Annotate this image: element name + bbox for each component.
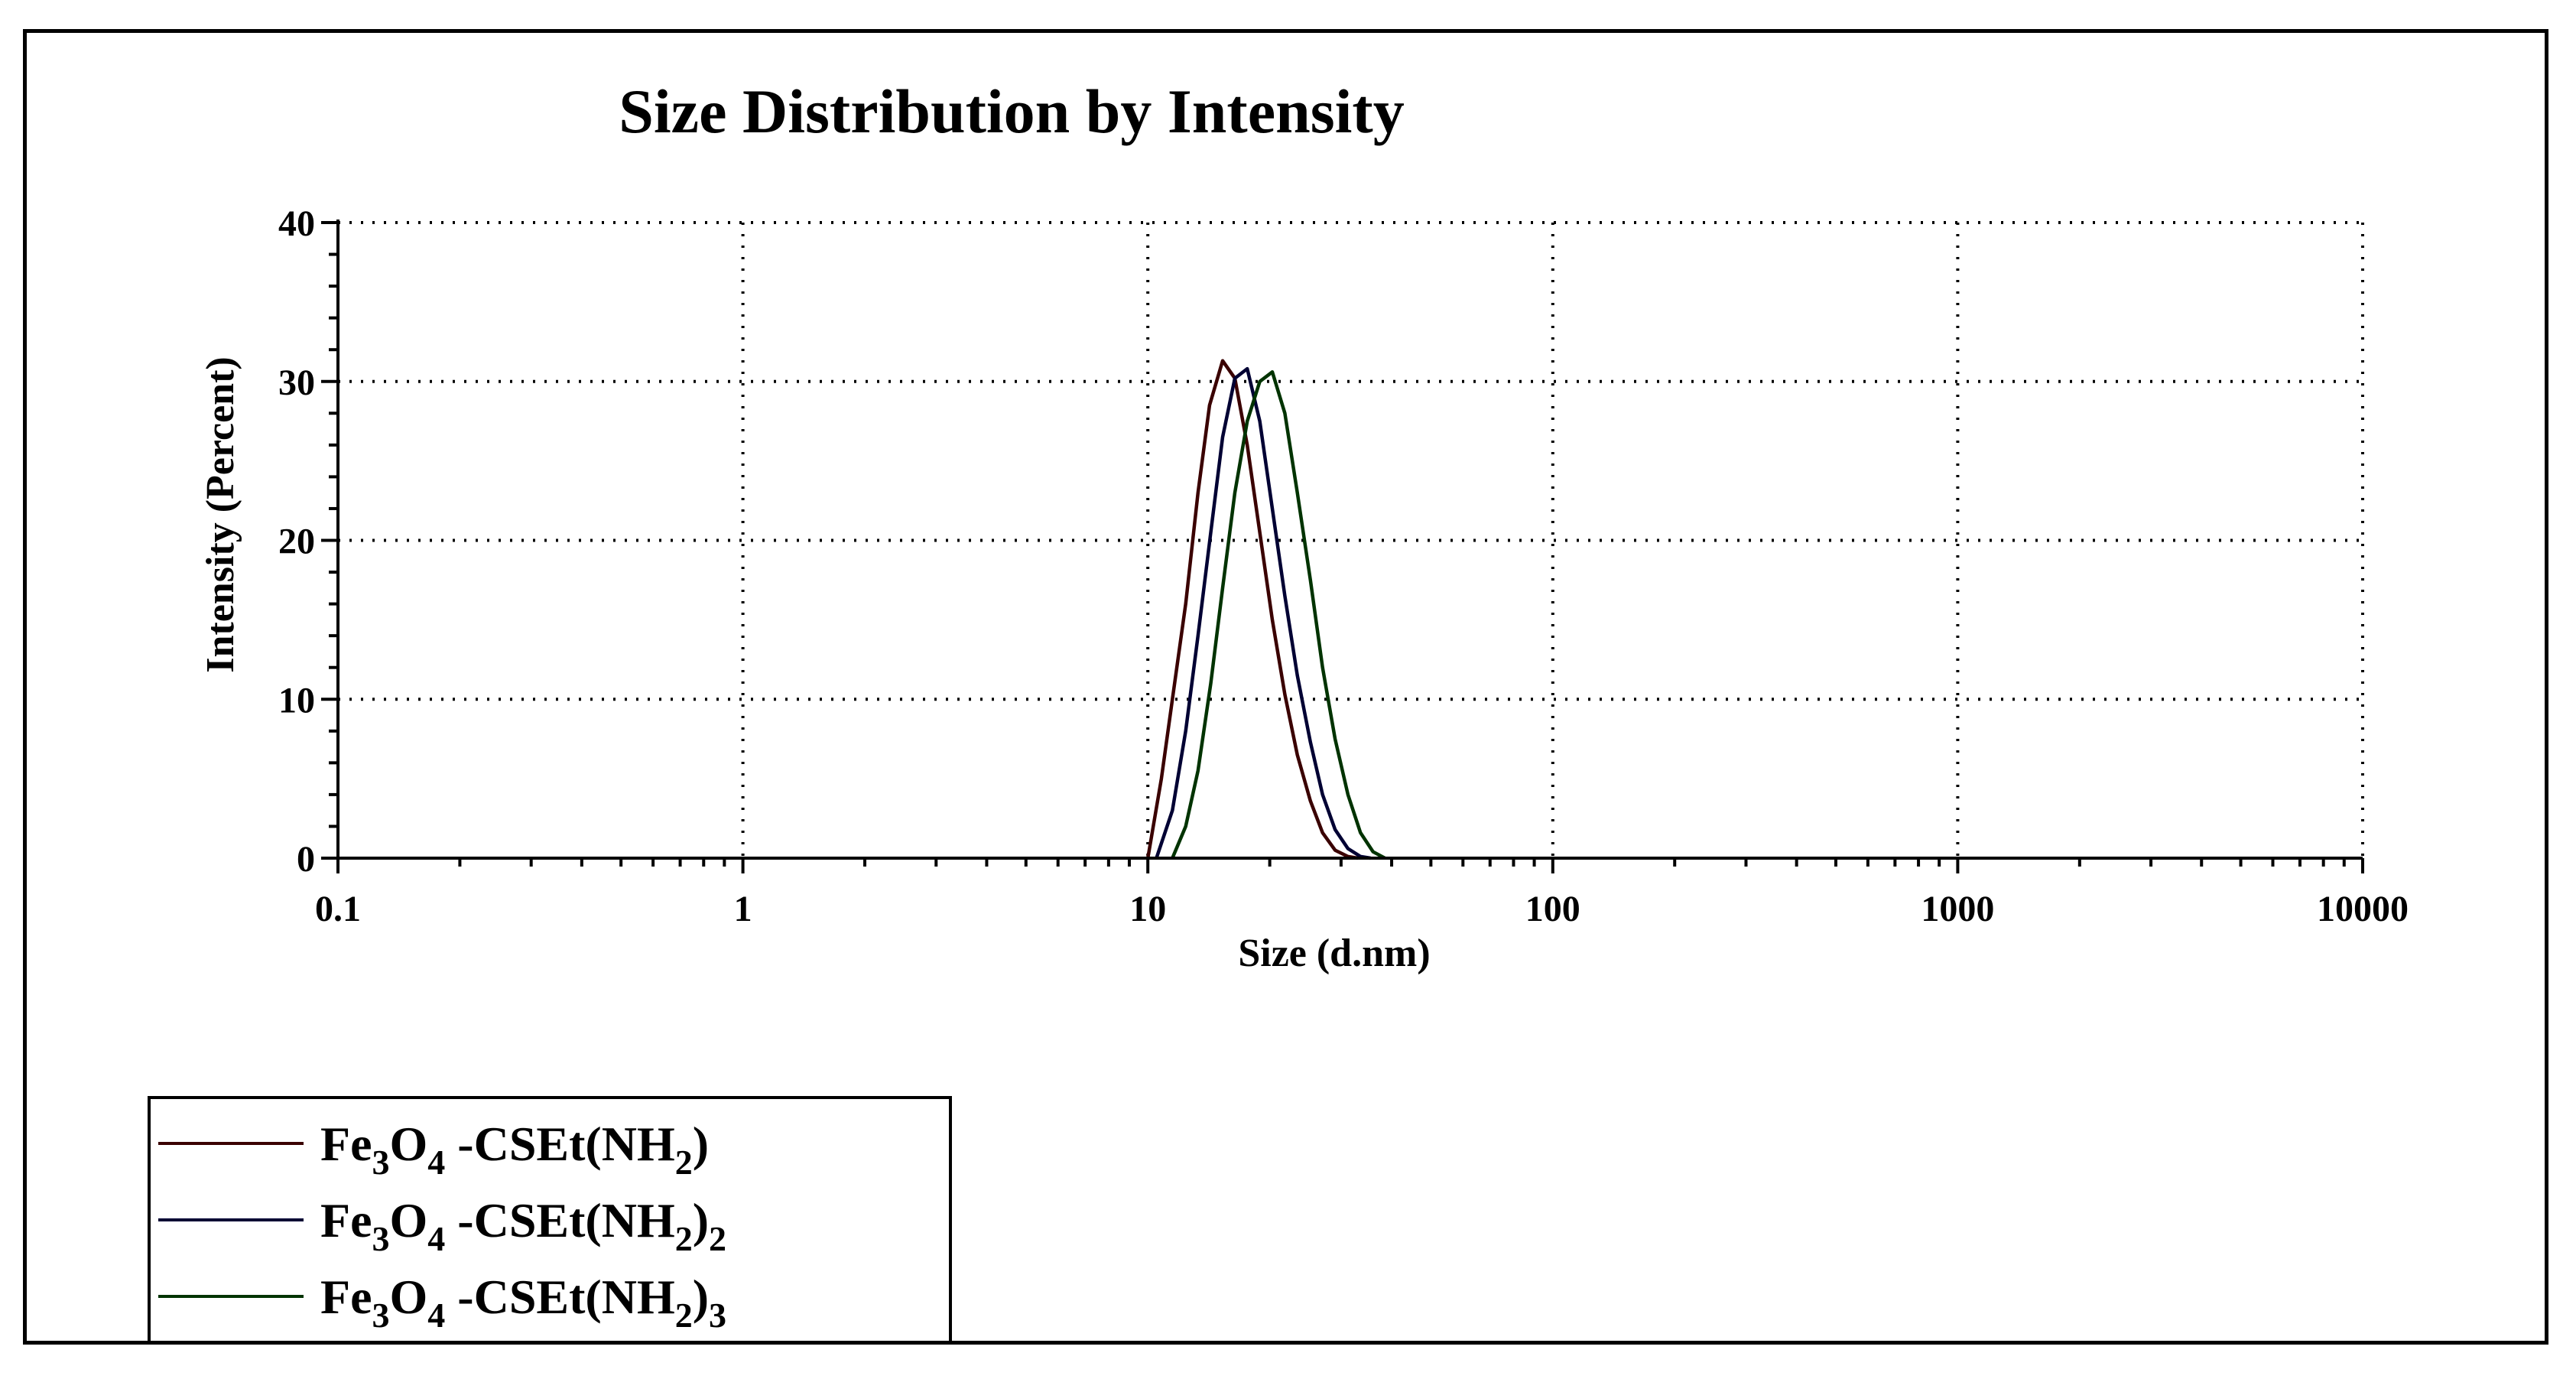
x-tick-label: 0.1 xyxy=(315,889,361,929)
x-tick-label: 100 xyxy=(1525,889,1580,929)
y-tick-label: 10 xyxy=(278,680,315,720)
chart-title: Size Distribution by Intensity xyxy=(619,76,1404,146)
legend-label: Fe3O4 -CSEt(NH2) xyxy=(320,1117,710,1182)
legend-item: Fe3O4 -CSEt(NH2)2 xyxy=(151,1185,949,1257)
series-line xyxy=(1171,370,1386,860)
y-tick-label: 40 xyxy=(278,203,315,244)
series-line xyxy=(1155,366,1371,860)
legend-swatch xyxy=(158,1218,304,1221)
x-tick-label: 1000 xyxy=(1921,889,1994,929)
data-curves xyxy=(1145,359,1386,860)
legend-label: Fe3O4 -CSEt(NH2)3 xyxy=(320,1270,727,1335)
y-tick-label: 0 xyxy=(297,839,315,880)
x-tick-label: 10000 xyxy=(2317,889,2409,929)
legend: Fe3O4 -CSEt(NH2) Fe3O4 -CSEt(NH2)2 Fe3O4… xyxy=(148,1096,952,1344)
gridlines xyxy=(338,221,2364,858)
legend-label: Fe3O4 -CSEt(NH2)2 xyxy=(320,1193,727,1258)
legend-swatch xyxy=(158,1142,304,1145)
x-tick-label: 10 xyxy=(1129,889,1166,929)
y-axis-label: Intensity (Percent) xyxy=(199,356,242,673)
axes: 0 10 20 30 40 0.1 1 10 100 1000 10000 xyxy=(278,203,2409,929)
y-tick-label: 30 xyxy=(278,363,315,403)
y-tick-label: 20 xyxy=(278,522,315,562)
chart-frame: Size Distribution by Intensity 0 10 20 30 40… xyxy=(23,29,2548,1345)
legend-item: Fe3O4 -CSEt(NH2)3 xyxy=(151,1261,949,1333)
series-line xyxy=(1145,359,1359,860)
x-axis-label: Size (d.nm) xyxy=(1238,932,1430,975)
legend-swatch xyxy=(158,1295,304,1298)
x-tick-label: 1 xyxy=(734,889,752,929)
size-distribution-chart: Size Distribution by Intensity 0 10 20 30 40… xyxy=(199,76,2409,975)
legend-item: Fe3O4 -CSEt(NH2) xyxy=(151,1108,949,1180)
